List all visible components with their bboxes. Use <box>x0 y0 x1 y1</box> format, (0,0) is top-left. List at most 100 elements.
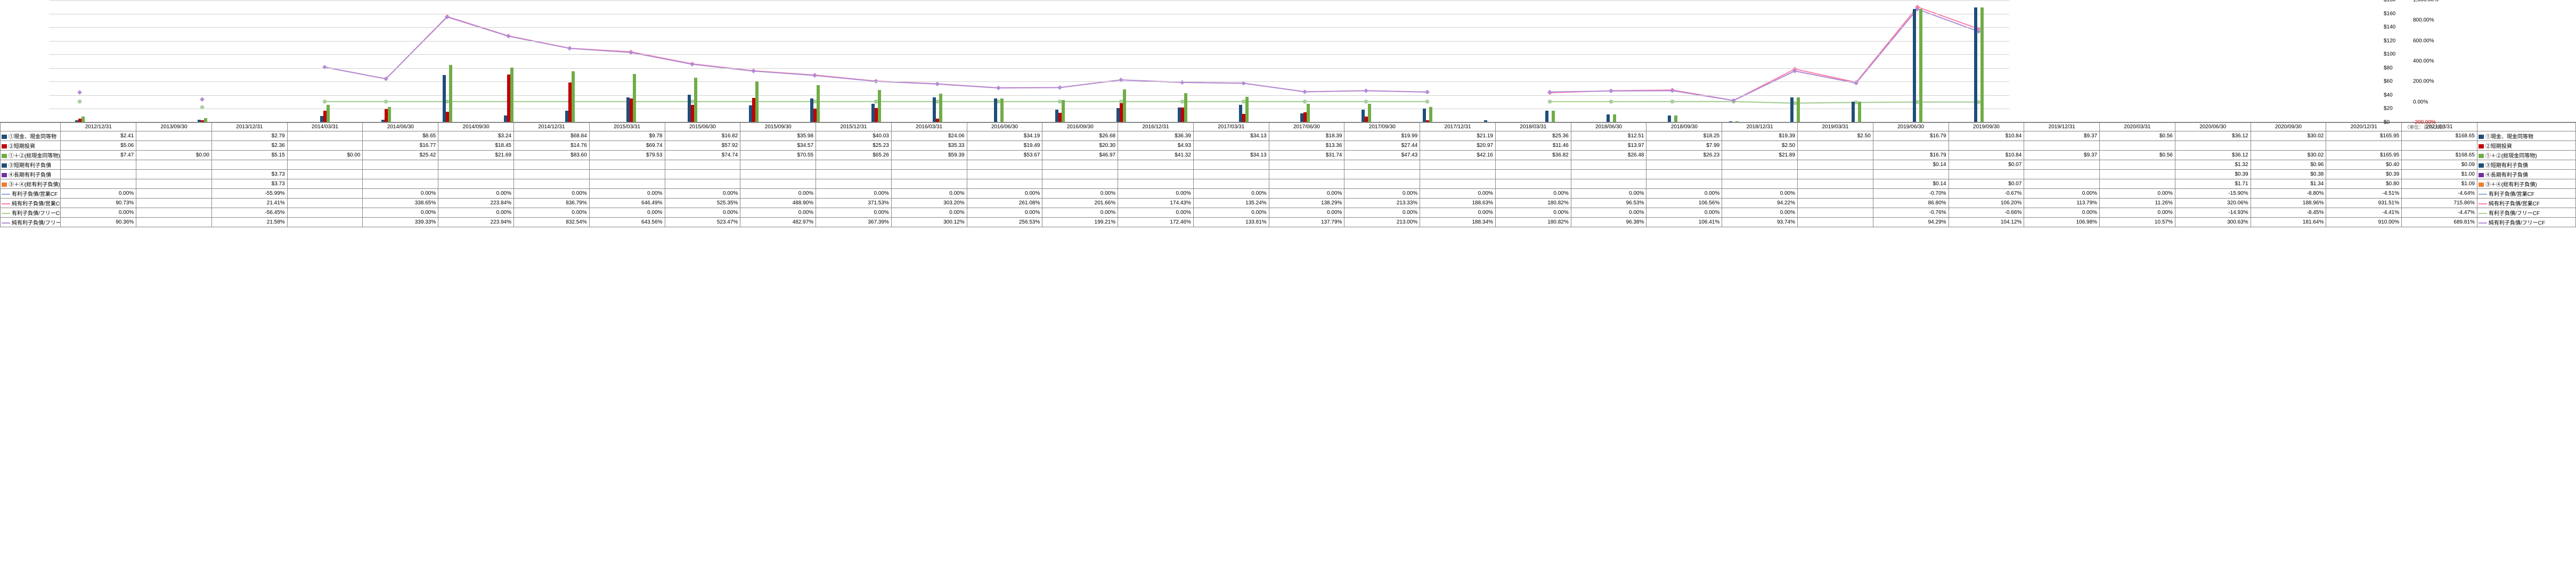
bar-cash <box>1484 120 1487 122</box>
bar-total_cash <box>1613 114 1616 122</box>
cell: $3.24 <box>438 131 514 141</box>
cell: 180.82% <box>1495 218 1571 227</box>
bar-total_cash <box>755 81 759 122</box>
cell: 0.00% <box>1646 189 1722 199</box>
cell: 256.53% <box>967 218 1042 227</box>
bar-total_cash <box>449 65 452 122</box>
cell <box>2326 141 2402 151</box>
cell: $36.12 <box>2175 131 2251 141</box>
cell: $1.34 <box>2251 179 2326 189</box>
table-header-row: 2012/12/312013/09/302013/12/312014/03/31… <box>1 123 2576 131</box>
row-header: ④長期有利子負債 <box>1 170 61 179</box>
marker-netdebt_freeCF <box>1057 85 1062 89</box>
cell: $41.32 <box>1118 151 1194 160</box>
cell: 0.00% <box>1571 208 1646 218</box>
cell: 367.39% <box>816 218 892 227</box>
period-header: 2020/12/31 <box>2326 123 2402 131</box>
cell: $16.79 <box>1873 151 1949 160</box>
cell <box>589 170 665 179</box>
cell <box>1420 160 1496 170</box>
marker-netdebt_freeCF <box>1547 90 1552 94</box>
cell: 931.51% <box>2326 199 2402 208</box>
cell: $83.60 <box>514 151 590 160</box>
cell <box>1420 179 1496 189</box>
row-header: 純有利子負債/フリーCF <box>1 218 61 227</box>
period-header: 2015/12/31 <box>816 123 892 131</box>
cell: -0.70% <box>1873 189 1949 199</box>
cell <box>514 170 590 179</box>
y2-tick: 600.00% <box>2413 38 2434 44</box>
cell: $12.51 <box>1571 131 1646 141</box>
table-row-total_cash: ①＋②(総現金同等物)$7.47$0.00$5.15$0.00$25.42$21… <box>1 151 2576 160</box>
cell: $36.82 <box>1495 151 1571 160</box>
period-header: 2020/06/30 <box>2175 123 2251 131</box>
cell <box>665 160 740 170</box>
cell <box>1118 179 1194 189</box>
cell <box>1949 141 2024 151</box>
bar-total_cash <box>1000 98 1004 122</box>
cell: $16.77 <box>363 141 438 151</box>
y1-tick: $180 <box>2384 0 2395 3</box>
cell: $9.78 <box>589 131 665 141</box>
cell <box>967 160 1042 170</box>
cell: $168.65 <box>2402 151 2477 160</box>
cell <box>287 189 363 199</box>
cell <box>1722 179 1798 189</box>
cell: 213.00% <box>1344 218 1420 227</box>
cell <box>287 179 363 189</box>
cell <box>1269 179 1344 189</box>
cell: 0.00% <box>891 189 967 199</box>
cell: $0.38 <box>2251 170 2326 179</box>
cell <box>1571 179 1646 189</box>
bar-total_cash <box>817 85 820 122</box>
bar-total_cash <box>694 78 697 122</box>
cell: 94.22% <box>1722 199 1798 208</box>
cell <box>816 179 892 189</box>
cell <box>1798 141 1873 151</box>
cell: $30.02 <box>2251 131 2326 141</box>
cell: $36.12 <box>2175 151 2251 160</box>
period-header: 2019/09/30 <box>1949 123 2024 131</box>
cell: 0.00% <box>891 208 967 218</box>
cell: -0.66% <box>1949 208 2024 218</box>
cell: -56.45% <box>211 208 287 218</box>
cell: 0.00% <box>514 189 590 199</box>
cell <box>1798 189 1873 199</box>
legend-cell: ①＋②(総現金同等物) <box>2477 151 2575 160</box>
bar-cash <box>1607 114 1610 122</box>
table-row-netdebt_opCF: 純有利子負債/営業CF90.73%21.41%338.65%223.84%836… <box>1 199 2576 208</box>
cell <box>1193 170 1269 179</box>
marker-netdebt_freeCF <box>77 90 81 94</box>
cell: 0.00% <box>514 208 590 218</box>
cell <box>589 179 665 189</box>
table-row-st_debt: ③短期有利子負債$0.14$0.07$1.32$0.96$0.40$0.09③短… <box>1 160 2576 170</box>
marker-netdebt_freeCF <box>690 62 694 66</box>
cell: $16.82 <box>665 131 740 141</box>
cell <box>61 170 136 179</box>
cell: 0.00% <box>1571 189 1646 199</box>
cell: $42.16 <box>1420 151 1496 160</box>
cell: $21.19 <box>1420 131 1496 141</box>
cell: 0.00% <box>589 208 665 218</box>
cell: -4.47% <box>2402 208 2477 218</box>
y2-tick: 400.00% <box>2413 59 2434 64</box>
cell: 0.00% <box>2024 208 2100 218</box>
bar-total_cash <box>1552 111 1555 122</box>
cell: $53.67 <box>967 151 1042 160</box>
cell: $18.39 <box>1269 131 1344 141</box>
cell <box>1042 179 1118 189</box>
cell: 0.00% <box>967 208 1042 218</box>
bar-cash <box>1974 7 1977 122</box>
cell: 96.53% <box>1571 199 1646 208</box>
period-header: 2018/09/30 <box>1646 123 1722 131</box>
y1-tick: $100 <box>2384 52 2395 57</box>
cell: $14.76 <box>514 141 590 151</box>
period-header: 2018/06/30 <box>1571 123 1646 131</box>
period-header: 2019/06/30 <box>1873 123 1949 131</box>
cell: -0.76% <box>1873 208 1949 218</box>
cell: $1.71 <box>2175 179 2251 189</box>
cell: $2.36 <box>211 141 287 151</box>
cell: $7.99 <box>1646 141 1722 151</box>
cell <box>363 170 438 179</box>
cell <box>1118 170 1194 179</box>
